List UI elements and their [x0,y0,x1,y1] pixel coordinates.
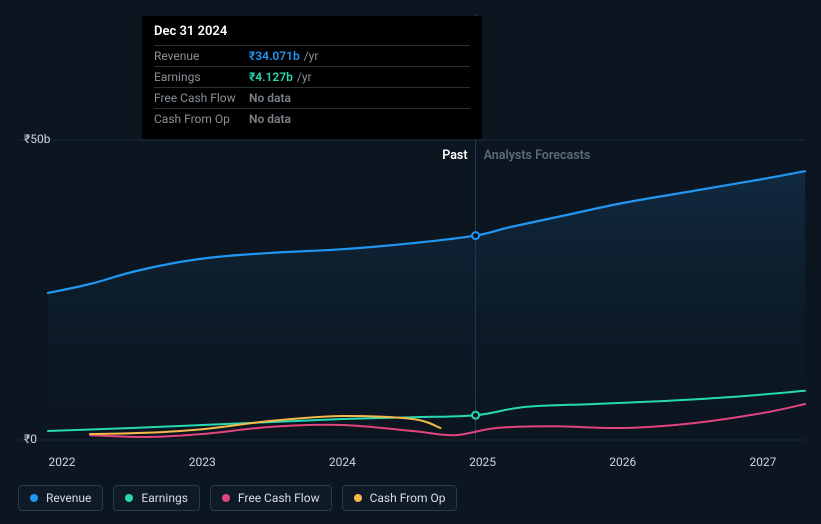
x-axis-label: 2025 [469,455,496,469]
tooltip-row-label: Earnings [154,69,249,85]
x-axis-label: 2022 [49,455,76,469]
legend-swatch [30,494,38,502]
tooltip-row-value: No data [249,112,291,126]
legend-label: Earnings [141,491,188,505]
tooltip-row-value: ₹4.127b [249,70,293,84]
legend-label: Revenue [46,491,91,505]
legend-swatch [222,494,230,502]
tooltip-row-label: Cash From Op [154,111,249,127]
chart-legend: Revenue Earnings Free Cash Flow Cash From O… [18,485,457,511]
y-axis-label: ₹50b [24,132,50,146]
x-axis-label: 2026 [609,455,636,469]
legend-item-fcf[interactable]: Free Cash Flow [210,485,332,511]
legend-item-earnings[interactable]: Earnings [113,485,200,511]
legend-item-revenue[interactable]: Revenue [18,485,103,511]
tooltip-row: Free Cash FlowNo data [154,87,470,108]
tooltip-row-value: No data [249,91,291,105]
legend-swatch [354,494,362,502]
x-axis-label: 2023 [189,455,216,469]
legend-swatch [125,494,133,502]
forecast-label: Analysts Forecasts [484,148,591,163]
x-axis-label: 2024 [329,455,356,469]
tooltip-row-unit: /yr [297,70,312,84]
tooltip-row: Earnings₹4.127b/yr [154,66,470,87]
tooltip-row-value: ₹34.071b [249,49,300,63]
x-axis-label: 2027 [749,455,776,469]
y-axis-label: ₹0 [24,432,37,446]
legend-label: Free Cash Flow [238,491,320,505]
tooltip-row: Cash From OpNo data [154,108,470,129]
legend-label: Cash From Op [370,491,446,505]
tooltip-row-unit: /yr [304,49,319,63]
past-label: Past [416,148,468,163]
tooltip-row: Revenue₹34.071b/yr [154,45,470,66]
legend-item-cfo[interactable]: Cash From Op [342,485,458,511]
tooltip-date: Dec 31 2024 [154,24,470,45]
tooltip-row-label: Revenue [154,48,249,64]
chart-tooltip: Dec 31 2024 Revenue₹34.071b/yrEarnings₹4… [142,16,482,139]
financial-chart: ₹0 ₹50b 2022 2023 2024 2025 2026 2027 Past An… [0,0,821,524]
tooltip-row-label: Free Cash Flow [154,90,249,106]
